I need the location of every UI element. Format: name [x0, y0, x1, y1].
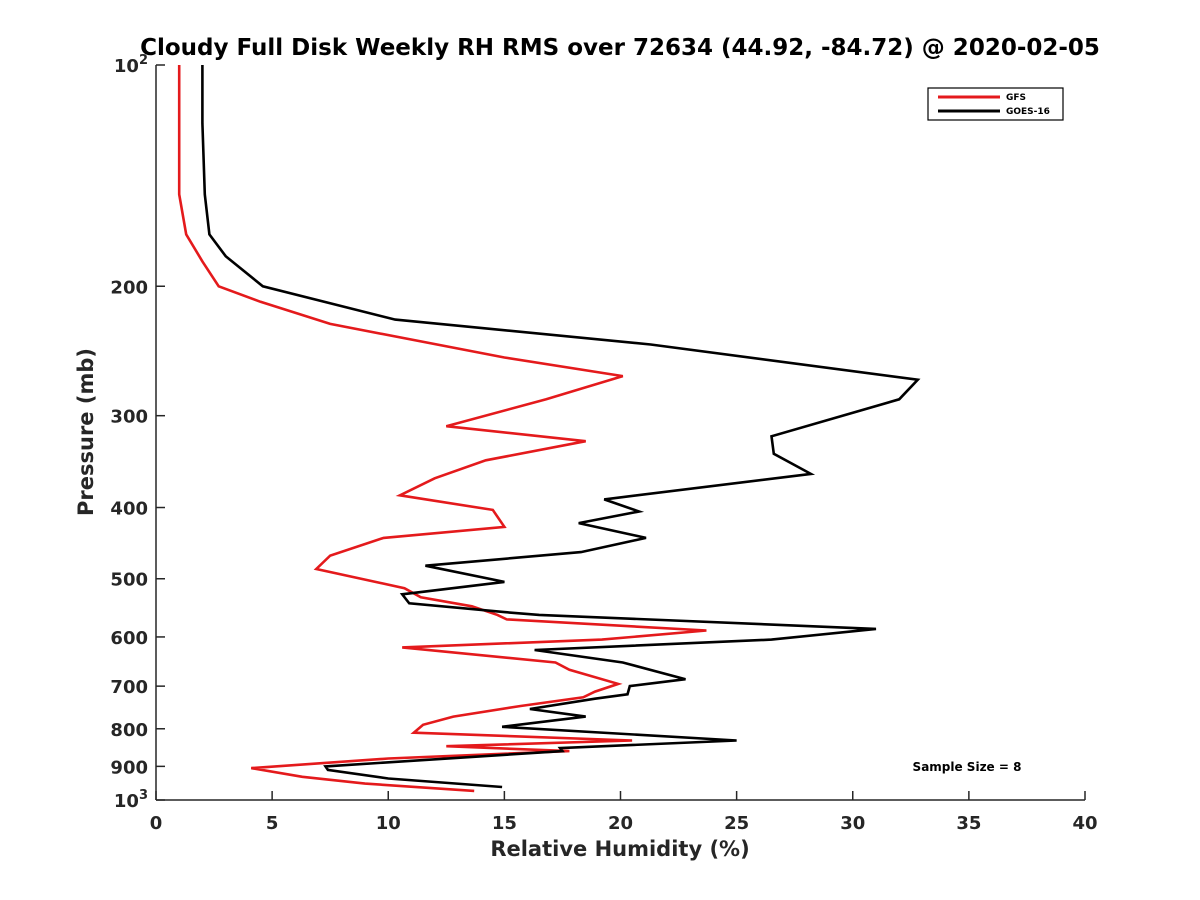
- y-tick-label: 900: [110, 757, 148, 778]
- x-tick-label: 25: [724, 813, 749, 834]
- legend-label-goes16: GOES-16: [1006, 107, 1050, 117]
- legend-box: [927, 87, 1064, 121]
- series-lines: [177, 65, 921, 793]
- y-tick-label: 300: [110, 407, 148, 428]
- y-tick-label: 500: [110, 570, 148, 591]
- x-tick-label: 20: [608, 813, 633, 834]
- series-line-gfs: [177, 65, 707, 793]
- y-tick-label: 400: [110, 499, 148, 520]
- x-tick-label: 5: [266, 813, 279, 834]
- y-tick-label: 700: [110, 677, 148, 698]
- sample-size-annotation: Sample Size = 8: [913, 760, 1022, 774]
- y-tick-label: 103: [114, 788, 148, 812]
- y-tick-label: 200: [110, 277, 148, 298]
- y-tick-label: 800: [110, 720, 148, 741]
- y-tick-label: 600: [110, 628, 148, 649]
- y-tick-label: 102: [114, 53, 148, 77]
- x-tick-label: 40: [1072, 813, 1097, 834]
- x-axis-label: Relative Humidity (%): [490, 837, 749, 861]
- x-tick-label: 15: [492, 813, 517, 834]
- x-tick-label: 0: [150, 813, 163, 834]
- chart-title: Cloudy Full Disk Weekly RH RMS over 7263…: [140, 35, 1100, 61]
- legend-label-gfs: GFS: [1006, 93, 1026, 103]
- y-axis-label: Pressure (mb): [74, 348, 98, 516]
- axes: 0 5 10 15 20 25 30 35 40 102 200 300 400 500 600 700 800…: [110, 53, 1097, 834]
- x-tick-label: 30: [840, 813, 865, 834]
- legend: GFS GOES-16: [927, 87, 1064, 121]
- x-tick-label: 10: [376, 813, 401, 834]
- series-line-goes16: [201, 65, 921, 789]
- x-tick-label: 35: [956, 813, 981, 834]
